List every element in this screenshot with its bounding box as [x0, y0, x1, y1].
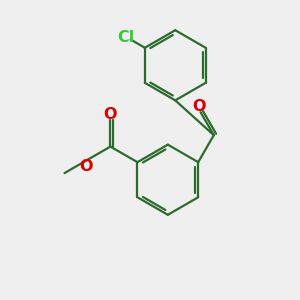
Text: O: O: [193, 99, 206, 114]
Text: O: O: [80, 159, 93, 174]
Text: O: O: [104, 107, 117, 122]
Text: Cl: Cl: [117, 30, 134, 45]
